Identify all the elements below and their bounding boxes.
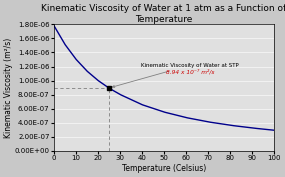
Text: Kinematic Viscosity of Water at STP: Kinematic Viscosity of Water at STP: [112, 63, 239, 87]
Y-axis label: Kinematic Viscosity (m²/s): Kinematic Viscosity (m²/s): [4, 38, 13, 138]
X-axis label: Temperature (Celsius): Temperature (Celsius): [122, 164, 206, 173]
Title: Kinematic Viscosity of Water at 1 atm as a Function of
Temperature: Kinematic Viscosity of Water at 1 atm as…: [41, 4, 285, 24]
Text: 8.94 x 10⁻⁷ m²/s: 8.94 x 10⁻⁷ m²/s: [166, 69, 215, 75]
